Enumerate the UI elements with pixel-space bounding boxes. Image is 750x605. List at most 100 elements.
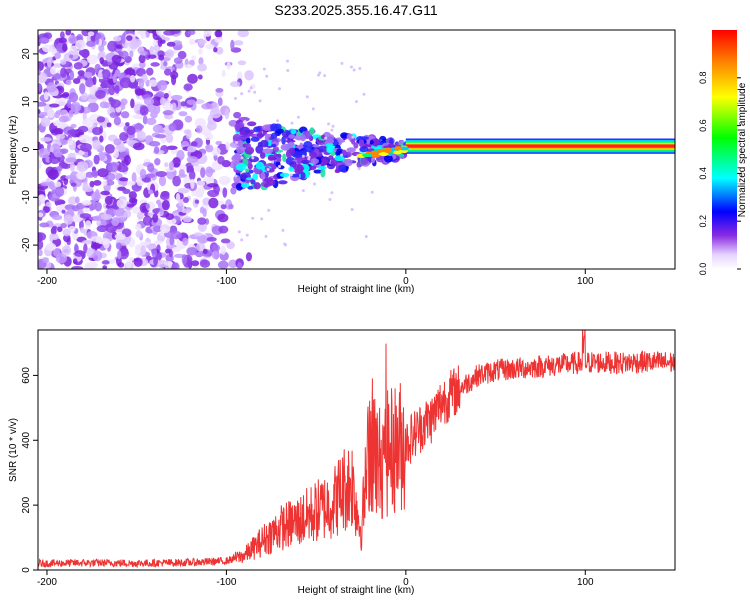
heatmap-cell <box>47 108 55 119</box>
heatmap-cell <box>276 119 280 123</box>
heatmap-cell <box>236 262 243 269</box>
heatmap-cell <box>220 238 231 244</box>
heatmap-cell <box>82 207 90 213</box>
heatmap-cell <box>193 232 203 237</box>
heatmap-cell <box>87 150 92 157</box>
heatmap-cell <box>230 186 237 195</box>
heatmap-cell <box>86 40 96 47</box>
heatmap-cell <box>247 121 257 127</box>
heatmap-cell <box>71 266 84 269</box>
heatmap-cell <box>38 68 41 76</box>
heatmap-cell <box>211 147 221 156</box>
heatmap-cell <box>301 189 305 193</box>
heatmap-cell <box>182 197 189 204</box>
heatmap-cell <box>346 151 352 158</box>
heatmap-cell <box>89 180 95 188</box>
heatmap-cell <box>246 177 253 181</box>
heatmap-cell <box>340 132 349 139</box>
heatmap-cell <box>165 49 175 59</box>
heatmap-cell <box>343 158 353 167</box>
heatmap-cell <box>92 250 103 262</box>
heatmap-cell <box>46 58 52 68</box>
heatmap-cell <box>63 234 71 243</box>
heatmap-cell <box>196 242 206 252</box>
heatmap-cell <box>231 154 243 163</box>
heatmap-cell <box>233 40 244 46</box>
heatmap-cell <box>241 182 250 189</box>
heatmap-cell <box>253 182 261 190</box>
heatmap-cell <box>52 225 58 231</box>
heatmap-cell <box>326 145 334 154</box>
carrier-band <box>405 144 675 148</box>
heatmap-cell <box>56 226 63 233</box>
heatmap-cell <box>171 102 177 112</box>
heatmap-cell <box>211 250 219 260</box>
heatmap-cell <box>237 230 241 234</box>
heatmap-cell <box>252 173 259 181</box>
heatmap-cell <box>168 161 175 171</box>
heatmap-cell <box>262 124 273 131</box>
heatmap-cell <box>237 60 247 66</box>
heatmap-cell <box>40 137 52 142</box>
heatmap-cell <box>52 73 62 80</box>
heatmap-cell <box>99 101 108 109</box>
heatmap-cell <box>106 122 112 128</box>
heatmap-cell <box>330 191 334 195</box>
heatmap-cell <box>108 174 115 180</box>
heatmap-cell <box>158 54 165 61</box>
heatmap-cell <box>290 128 297 135</box>
spectrogram-xtick-label: -200 <box>37 276 57 287</box>
heatmap-cell <box>207 120 217 131</box>
heatmap-cell <box>233 111 242 119</box>
heatmap-cell <box>181 209 191 214</box>
heatmap-cell <box>328 198 332 202</box>
heatmap-cell <box>167 90 172 101</box>
heatmap-cell <box>38 82 42 92</box>
heatmap-cell <box>173 57 183 64</box>
heatmap-cell <box>244 143 252 148</box>
heatmap-cell <box>51 214 63 221</box>
heatmap-cell <box>61 209 66 214</box>
heatmap-cell <box>82 239 93 245</box>
heatmap-cell <box>161 199 170 211</box>
heatmap-cell <box>90 242 101 250</box>
heatmap-cell <box>129 75 136 83</box>
heatmap-cell <box>178 169 185 176</box>
heatmap-cell <box>187 73 198 84</box>
heatmap-cell <box>52 91 59 97</box>
heatmap-cell <box>93 154 100 165</box>
spectrogram-ytick-label: -20 <box>21 237 32 252</box>
heatmap-cell <box>125 260 132 269</box>
heatmap-cell <box>228 203 234 210</box>
heatmap-cell <box>197 74 203 80</box>
heatmap-cell <box>258 99 262 103</box>
heatmap-cell <box>123 155 131 166</box>
heatmap-cell <box>142 215 153 226</box>
heatmap-cell <box>159 207 165 216</box>
heatmap-cell <box>100 190 111 196</box>
heatmap-cell <box>360 157 369 166</box>
heatmap-cell <box>383 148 393 153</box>
heatmap-cell <box>151 96 163 107</box>
heatmap-cell <box>327 122 331 126</box>
heatmap-cell <box>317 145 328 153</box>
heatmap-cell <box>170 230 182 240</box>
heatmap-cell <box>290 121 294 125</box>
heatmap-cell <box>191 260 200 267</box>
heatmap-cell <box>77 70 85 76</box>
heatmap-cell <box>310 158 319 165</box>
heatmap-cell <box>277 180 288 185</box>
heatmap-cell <box>51 233 59 241</box>
heatmap-cell <box>283 242 287 246</box>
heatmap-cell <box>330 128 334 132</box>
heatmap-cell <box>107 162 119 173</box>
heatmap-cell <box>38 61 45 72</box>
heatmap-cell <box>190 178 195 189</box>
heatmap-cell <box>94 189 100 199</box>
heatmap-cell <box>98 44 105 52</box>
heatmap-cell <box>72 258 78 265</box>
heatmap-cell <box>166 41 176 47</box>
heatmap-cell <box>149 79 158 87</box>
heatmap-cell <box>154 104 161 115</box>
